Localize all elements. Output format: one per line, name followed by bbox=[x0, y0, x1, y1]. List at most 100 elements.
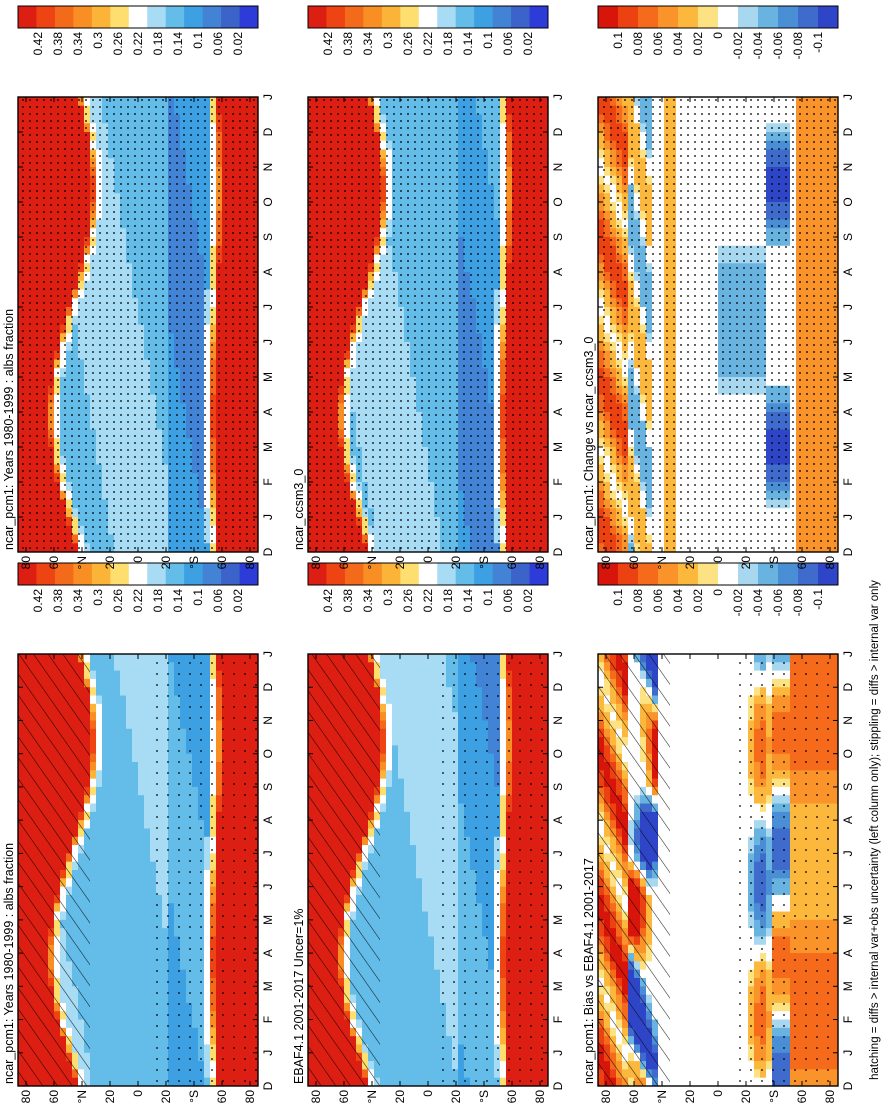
heatmap-cell bbox=[132, 953, 139, 962]
heatmap-cell bbox=[416, 1011, 423, 1021]
heatmap-cell bbox=[434, 969, 441, 979]
heatmap-cell bbox=[96, 745, 103, 755]
heatmap-cell bbox=[108, 1011, 115, 1021]
heatmap-cell bbox=[96, 969, 103, 979]
heatmap-cell bbox=[114, 861, 121, 871]
heatmap-cell bbox=[398, 1036, 405, 1046]
month-tick-label: F bbox=[261, 1016, 275, 1023]
heatmap-cell bbox=[410, 936, 417, 946]
heatmap-cell bbox=[132, 695, 139, 705]
heatmap-cell bbox=[102, 753, 109, 763]
heatmap-cell bbox=[404, 886, 411, 896]
heatmap-cell bbox=[428, 803, 435, 813]
heatmap-cell bbox=[138, 745, 145, 755]
heatmap-cell bbox=[404, 994, 411, 1004]
heatmap-cell bbox=[96, 928, 103, 938]
heatmap-cell bbox=[676, 803, 683, 813]
heatmap-cell bbox=[380, 762, 387, 771]
heatmap-cell bbox=[126, 662, 133, 672]
heatmap-cell bbox=[120, 944, 127, 954]
heatmap-cell bbox=[114, 820, 121, 830]
heatmap-cell bbox=[126, 803, 133, 813]
heatmap-cell bbox=[404, 1052, 411, 1062]
heatmap-cell bbox=[114, 811, 121, 821]
heatmap-cell bbox=[434, 1052, 441, 1062]
month-tick-label: O bbox=[261, 749, 275, 758]
month-tick-label: J bbox=[551, 651, 565, 657]
heatmap-cell bbox=[386, 654, 393, 663]
heatmap-cell bbox=[102, 878, 109, 888]
heatmap-cell bbox=[120, 745, 127, 755]
heatmap-cell bbox=[114, 795, 121, 805]
heatmap-cell bbox=[434, 1027, 441, 1037]
heatmap-cell bbox=[96, 1061, 103, 1070]
heatmap-cell bbox=[670, 1011, 677, 1021]
heatmap-cell bbox=[676, 737, 683, 746]
heatmap-cell bbox=[108, 1027, 115, 1037]
heatmap-cell bbox=[96, 886, 103, 896]
heatmap-cell bbox=[114, 978, 121, 987]
heatmap-cell bbox=[120, 737, 127, 746]
heatmap-cell bbox=[416, 903, 423, 913]
heatmap-cell bbox=[144, 670, 151, 680]
heatmap-cell bbox=[416, 1027, 423, 1037]
heatmap-cell bbox=[410, 1069, 417, 1079]
heatmap-cell bbox=[96, 836, 103, 846]
heatmap-cell bbox=[126, 886, 133, 896]
heatmap-cell bbox=[416, 861, 423, 871]
heatmap-cell bbox=[404, 811, 411, 821]
heatmap-cell bbox=[386, 903, 393, 913]
heatmap-cell bbox=[670, 903, 677, 913]
heatmap-cell bbox=[120, 994, 127, 1004]
heatmap-cell bbox=[428, 828, 435, 838]
heatmap-cell bbox=[132, 662, 139, 672]
heatmap-cell bbox=[392, 1061, 399, 1070]
heatmap-cell bbox=[126, 670, 133, 680]
heatmap-cell bbox=[428, 695, 435, 705]
heatmap-cell bbox=[422, 737, 429, 746]
heatmap-cell bbox=[132, 1027, 139, 1037]
heatmap-cell bbox=[114, 1061, 121, 1070]
heatmap-cell bbox=[138, 894, 145, 904]
heatmap-cell bbox=[434, 762, 441, 771]
heatmap-cell bbox=[676, 969, 683, 979]
heatmap-cell bbox=[380, 654, 387, 663]
heatmap-cell bbox=[670, 720, 677, 730]
heatmap-cell bbox=[404, 878, 411, 888]
heatmap-cell bbox=[398, 786, 405, 796]
heatmap-cell bbox=[404, 678, 411, 688]
heatmap-cell bbox=[392, 870, 399, 879]
heatmap-cell bbox=[422, 978, 429, 987]
heatmap-cell bbox=[120, 770, 127, 780]
heatmap-cell bbox=[102, 919, 109, 929]
heatmap-cell bbox=[114, 786, 121, 796]
heatmap-cell bbox=[132, 944, 139, 954]
colorbar-swatch bbox=[474, 563, 494, 585]
heatmap-cell bbox=[422, 919, 429, 929]
heatmap-cell bbox=[416, 1036, 423, 1046]
heatmap-cell bbox=[398, 1011, 405, 1021]
heatmap-cell bbox=[398, 878, 405, 888]
heatmap-cell bbox=[102, 654, 109, 663]
colorbar-label: 0.18 bbox=[151, 589, 165, 613]
heatmap-cell bbox=[126, 820, 133, 830]
heatmap-cell bbox=[120, 903, 127, 913]
heatmap-cell bbox=[96, 861, 103, 871]
heatmap-cell bbox=[422, 1036, 429, 1046]
heatmap-cell bbox=[676, 745, 683, 755]
heatmap-cell bbox=[434, 845, 441, 854]
heatmap-cell bbox=[108, 737, 115, 746]
heatmap-cell bbox=[90, 1036, 97, 1046]
heatmap-cell bbox=[120, 845, 127, 854]
heatmap-cell bbox=[386, 828, 393, 838]
heatmap-cell bbox=[670, 753, 677, 763]
heatmap-cell bbox=[670, 695, 677, 705]
heatmap-cell bbox=[380, 845, 387, 854]
heatmap-cell bbox=[404, 953, 411, 962]
heatmap-cell bbox=[410, 1077, 417, 1086]
heatmap-cell bbox=[108, 745, 115, 755]
heatmap-cell bbox=[416, 687, 423, 697]
heatmap-cell bbox=[114, 845, 121, 854]
heatmap-cell bbox=[676, 1036, 683, 1046]
